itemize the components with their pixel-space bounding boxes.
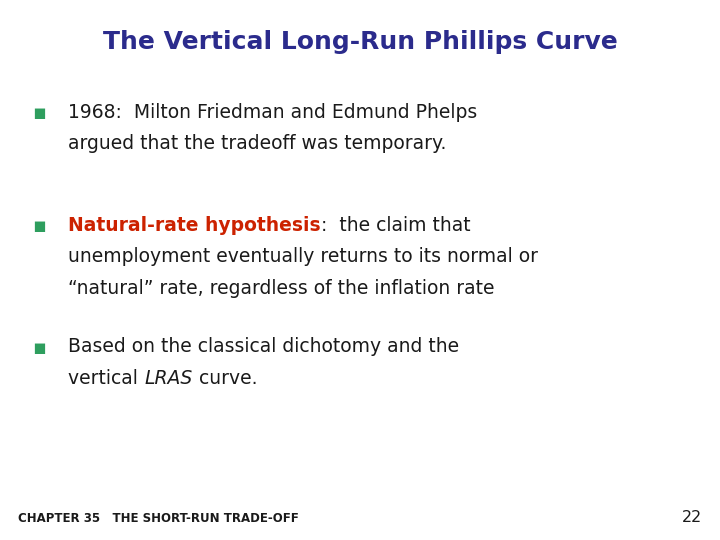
Text: unemployment eventually returns to its normal or: unemployment eventually returns to its n…	[68, 247, 539, 266]
Text: ▪: ▪	[32, 103, 47, 123]
Text: ▪: ▪	[32, 338, 47, 357]
Text: The Vertical Long-Run Phillips Curve: The Vertical Long-Run Phillips Curve	[103, 30, 617, 53]
Text: LRAS: LRAS	[144, 369, 192, 388]
Text: CHAPTER 35   THE SHORT-RUN TRADE-OFF: CHAPTER 35 THE SHORT-RUN TRADE-OFF	[18, 512, 299, 525]
Text: curve.: curve.	[192, 369, 257, 388]
Text: vertical: vertical	[68, 369, 144, 388]
Text: 1968:  Milton Friedman and Edmund Phelps: 1968: Milton Friedman and Edmund Phelps	[68, 103, 477, 122]
Text: “natural” rate, regardless of the inflation rate: “natural” rate, regardless of the inflat…	[68, 279, 495, 298]
Text: ▪: ▪	[32, 216, 47, 236]
Text: argued that the tradeoff was temporary.: argued that the tradeoff was temporary.	[68, 134, 447, 153]
Text: 22: 22	[682, 510, 702, 525]
Text: Based on the classical dichotomy and the: Based on the classical dichotomy and the	[68, 338, 459, 356]
Text: :  the claim that: : the claim that	[321, 216, 471, 235]
Text: Natural-rate hypothesis: Natural-rate hypothesis	[68, 216, 321, 235]
